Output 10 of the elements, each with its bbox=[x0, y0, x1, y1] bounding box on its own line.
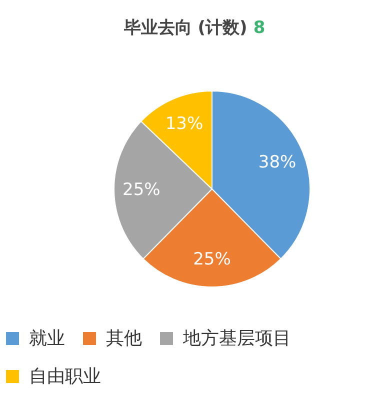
data-label: 25% bbox=[193, 250, 231, 270]
legend-label: 地方基层项目 bbox=[183, 327, 291, 350]
text: 8 bbox=[253, 18, 266, 38]
chart-title: 毕业去向 (计数) bbox=[124, 18, 248, 38]
data-label: 13% bbox=[165, 114, 204, 134]
legend-label: 就业 bbox=[29, 327, 65, 350]
data-label: 38% bbox=[258, 152, 296, 172]
legend-label: 其他 bbox=[106, 327, 142, 350]
legend-label: 自由职业 bbox=[29, 365, 101, 388]
data-label: 25% bbox=[122, 180, 160, 200]
